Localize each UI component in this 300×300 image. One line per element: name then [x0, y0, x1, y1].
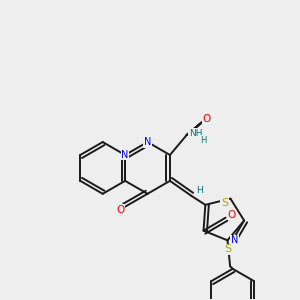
Text: H: H — [196, 186, 202, 195]
Text: O: O — [116, 205, 124, 215]
Text: O: O — [202, 113, 211, 124]
Text: O: O — [227, 210, 236, 220]
Text: S: S — [221, 198, 228, 208]
Text: N: N — [144, 137, 151, 147]
Text: N: N — [122, 150, 129, 160]
Text: S: S — [225, 244, 232, 254]
Text: N: N — [231, 235, 238, 245]
Text: H: H — [200, 136, 207, 145]
Text: NH: NH — [189, 129, 202, 138]
